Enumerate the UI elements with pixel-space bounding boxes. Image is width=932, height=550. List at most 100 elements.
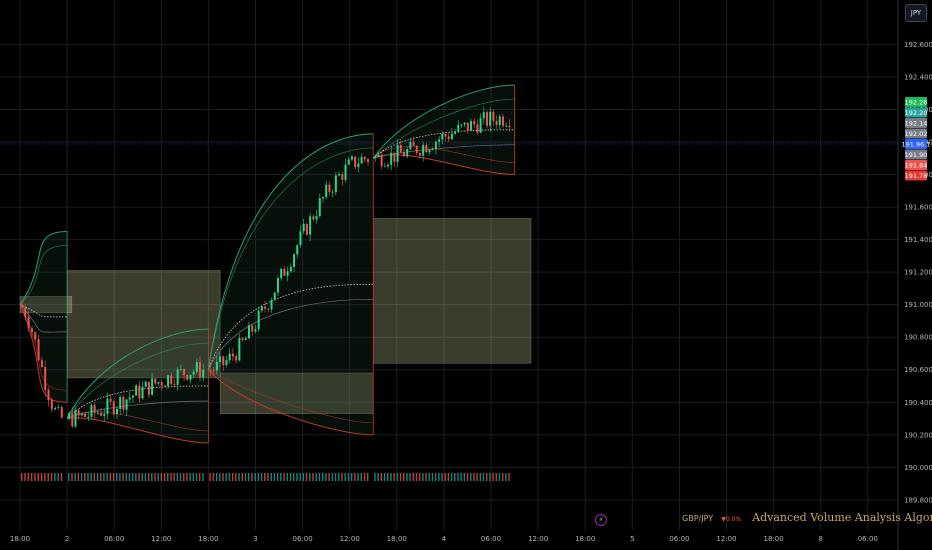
volume-bar bbox=[90, 473, 92, 481]
price-tick-label: 192.400 bbox=[904, 73, 932, 81]
price-tick-label: 191.000 bbox=[904, 301, 932, 309]
upper-band-inner bbox=[66, 342, 209, 419]
lower-band bbox=[208, 369, 374, 436]
candle-body bbox=[160, 382, 163, 386]
candle-body bbox=[383, 166, 386, 168]
time-tick-label: 06:00 bbox=[669, 535, 689, 543]
candle-body bbox=[422, 144, 425, 156]
volume-bar bbox=[428, 473, 430, 481]
volume-bar bbox=[157, 473, 159, 481]
volume-bar bbox=[74, 473, 76, 481]
candle-body bbox=[115, 408, 118, 415]
candle-body bbox=[202, 369, 205, 378]
candle-body bbox=[457, 124, 460, 132]
candle-body bbox=[71, 413, 74, 427]
volume-bar bbox=[354, 473, 356, 481]
volume-bar bbox=[225, 473, 227, 481]
candle-body bbox=[270, 300, 273, 310]
volume-bar bbox=[71, 473, 73, 481]
time-tick-label: 06:00 bbox=[481, 535, 501, 543]
upper-band-inner bbox=[19, 245, 68, 305]
time-tick-label: 06:00 bbox=[858, 535, 878, 543]
volume-bar bbox=[396, 473, 399, 481]
price-tick-label: 190.600 bbox=[904, 366, 932, 374]
band-fill bbox=[20, 231, 68, 403]
time-tick-label: 3 bbox=[253, 535, 257, 543]
volume-bar bbox=[402, 473, 405, 481]
candle-body bbox=[173, 384, 176, 385]
volume-bar bbox=[209, 473, 211, 481]
price-badges: 192.26 192.20 192.14 192.02 191.96.1 191.90 19… bbox=[0, 97, 930, 181]
price-tick-label: 190.000 bbox=[904, 464, 932, 472]
volume-bar bbox=[68, 473, 70, 481]
candle-body bbox=[163, 385, 166, 387]
volume-bar bbox=[257, 473, 260, 481]
volume-bar bbox=[321, 473, 324, 481]
candle-body bbox=[176, 369, 179, 385]
candle-body bbox=[486, 112, 489, 126]
candle-body bbox=[74, 410, 77, 427]
lower-band bbox=[67, 417, 209, 444]
candle-body bbox=[315, 216, 318, 220]
price-badge-label: 192.20 bbox=[905, 109, 928, 117]
currency-button[interactable]: JPY bbox=[905, 4, 927, 22]
volume-bar bbox=[367, 473, 369, 481]
volume-bar bbox=[479, 473, 482, 481]
volume-bar bbox=[264, 473, 266, 481]
volume-bar bbox=[293, 473, 295, 481]
price-badge bbox=[905, 170, 927, 181]
candle-body bbox=[489, 111, 492, 126]
volume-bar bbox=[415, 473, 418, 481]
zone-box bbox=[66, 270, 221, 379]
candle-body bbox=[334, 175, 337, 192]
candle-body bbox=[125, 399, 128, 410]
volume-bar bbox=[115, 473, 118, 481]
candle-body bbox=[77, 410, 80, 416]
volume-bar bbox=[331, 473, 334, 481]
volume-bar bbox=[112, 473, 115, 481]
candle-body bbox=[425, 144, 428, 153]
candle-body bbox=[144, 381, 147, 387]
time-tick-label: 12:00 bbox=[151, 535, 171, 543]
volume-bar bbox=[179, 473, 182, 481]
volume-bar bbox=[93, 473, 96, 481]
volume-bar bbox=[131, 473, 134, 481]
volume-bar bbox=[273, 473, 276, 481]
volume-bar bbox=[505, 473, 507, 481]
watermark-title: Advanced Volume Analysis Algorithm bbox=[752, 511, 932, 524]
volume-bar bbox=[144, 473, 147, 481]
volume-bar bbox=[151, 473, 153, 481]
watermark-change: ▼0.0% bbox=[721, 516, 742, 523]
time-tick-label: 12:00 bbox=[528, 535, 548, 543]
volume-bar bbox=[315, 473, 317, 481]
candle-body bbox=[27, 316, 30, 329]
flash-icon[interactable]: ⚡ bbox=[595, 514, 607, 526]
volume-bar bbox=[60, 473, 63, 481]
candle-body bbox=[466, 122, 469, 131]
candle-body bbox=[54, 407, 57, 410]
volume-bar bbox=[141, 473, 143, 481]
lower-band-inner bbox=[373, 146, 515, 163]
volume-bar bbox=[44, 473, 46, 481]
volume-bar bbox=[248, 473, 250, 481]
candle-body bbox=[396, 144, 399, 162]
candle-body bbox=[505, 125, 508, 127]
price-badge-label: 191.96.1 bbox=[902, 140, 931, 148]
volume-bar bbox=[412, 473, 414, 481]
candle-body bbox=[289, 266, 292, 272]
candle-body bbox=[238, 338, 241, 361]
volume-bar bbox=[463, 473, 466, 481]
volume-bar bbox=[363, 473, 366, 481]
price-badge-label: 191.90 bbox=[905, 151, 928, 159]
upper-band-inner bbox=[373, 98, 515, 159]
volume-bar bbox=[192, 473, 195, 481]
candle-body bbox=[37, 339, 40, 361]
volume-bar bbox=[498, 473, 501, 481]
volume-bar bbox=[482, 473, 485, 481]
price-badge bbox=[905, 160, 927, 170]
volume-bar bbox=[441, 473, 443, 481]
candle-body bbox=[450, 133, 453, 140]
volume-bar bbox=[163, 473, 166, 481]
volume-bar bbox=[186, 473, 188, 481]
